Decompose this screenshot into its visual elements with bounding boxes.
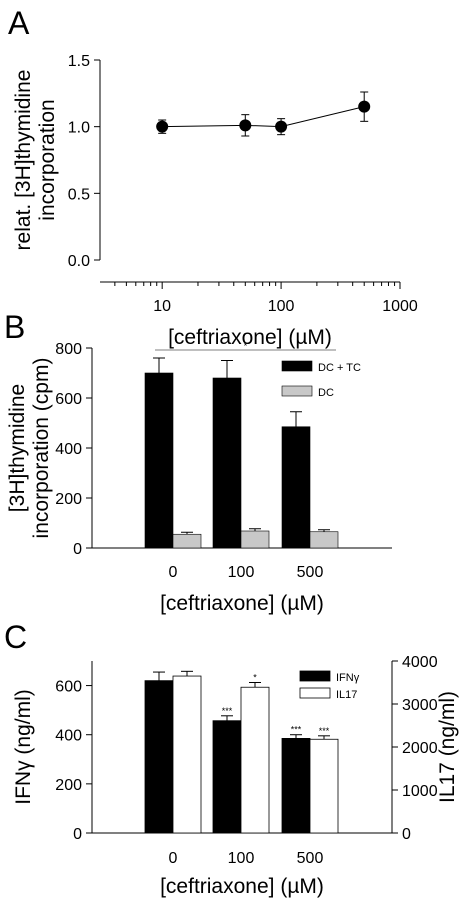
- c-y2-tick-label: 0: [402, 826, 411, 843]
- c-significance-label: ***: [319, 726, 330, 736]
- b-bar-dc: [309, 531, 339, 549]
- a-x-tick-label: 1000: [382, 298, 418, 315]
- b-y-axis-label: [3H]thymidineincorporation (cpm): [6, 358, 53, 539]
- b-y-tick-label: 600: [55, 391, 82, 408]
- b-y-axis-label-line: incorporation (cpm): [30, 358, 53, 539]
- b-x-axis-label: [ceftriaxone] (µM): [160, 592, 324, 615]
- panel-label-a: A: [8, 5, 30, 41]
- c-y2-axis-label: IL17 (ng/ml): [436, 691, 459, 803]
- c-x-tick-label: 100: [228, 850, 255, 867]
- b-y-tick-label: 0: [73, 541, 82, 558]
- a-series-line: [162, 106, 365, 128]
- a-y-axis-label: relat. [3H]thymidineincorporation: [12, 70, 59, 251]
- c-bar-il17: [172, 675, 202, 834]
- b-bar-dc-tc: [281, 426, 311, 549]
- a-y-tick-label: 1.5: [68, 53, 90, 70]
- a-x-tick-label: 10: [153, 298, 171, 315]
- c-x-tick-label: 0: [169, 850, 178, 867]
- c-bar-ifng: [281, 738, 311, 834]
- c-y2-tick-label: 4000: [402, 654, 438, 671]
- b-bar-dc-tc: [144, 372, 174, 549]
- a-y-axis-label-line: relat. [3H]thymidine: [12, 70, 35, 251]
- c-y-tick-label: 200: [55, 777, 82, 794]
- b-y-tick-label: 400: [55, 441, 82, 458]
- c-bar-ifng: [144, 680, 174, 834]
- b-y-tick-label: 200: [55, 491, 82, 508]
- c-y-tick-label: 400: [55, 728, 82, 745]
- b-legend-swatch: [281, 385, 313, 397]
- a-data-point: [239, 119, 252, 132]
- b-bar-dc: [240, 530, 270, 549]
- c-legend-swatch: [299, 670, 331, 682]
- c-legend-label: IFNγ: [336, 672, 360, 684]
- a-data-point: [358, 100, 371, 113]
- a-x-tick-label: 100: [268, 298, 295, 315]
- panel-label-b: B: [4, 309, 25, 345]
- b-x-tick-label: 0: [169, 564, 178, 581]
- c-y2-tick-label: 2000: [402, 740, 438, 757]
- a-y-axis-label-line: incorporation: [36, 99, 59, 220]
- a-x-axis-label: [ceftriaxone] (µM): [168, 326, 332, 349]
- b-legend-label: DC + TC: [318, 362, 361, 374]
- b-legend-swatch: [281, 360, 313, 372]
- c-legend-label: IL17: [336, 689, 357, 701]
- c-significance-label: ***: [222, 706, 233, 716]
- a-y-tick-label: 0.0: [68, 253, 90, 270]
- b-y-tick-label: 800: [55, 341, 82, 358]
- b-x-tick-label: 500: [297, 564, 324, 581]
- b-y-axis-label-line: [3H]thymidine: [6, 384, 29, 512]
- a-y-tick-label: 0.5: [68, 186, 90, 203]
- c-x-tick-label: 500: [297, 850, 324, 867]
- c-legend-swatch: [299, 687, 331, 699]
- a-y-tick-label: 1.0: [68, 120, 90, 137]
- c-significance-label: *: [253, 673, 257, 683]
- c-y-tick-label: 600: [55, 679, 82, 696]
- c-bar-il17: [309, 738, 339, 834]
- b-legend-label: DC: [318, 387, 334, 399]
- c-x-axis-label: [ceftriaxone] (µM): [160, 875, 324, 898]
- c-y2-tick-label: 3000: [402, 697, 438, 714]
- panel-label-c: C: [4, 619, 27, 655]
- c-y-tick-label: 0: [73, 826, 82, 843]
- c-bar-il17: [240, 686, 270, 834]
- a-data-point: [275, 120, 288, 133]
- c-significance-label: ***: [291, 725, 302, 735]
- c-y2-tick-label: 1000: [402, 783, 438, 800]
- b-bar-dc-tc: [212, 377, 242, 549]
- b-bar-dc: [172, 533, 202, 549]
- b-significance-label: *: [244, 341, 248, 351]
- c-bar-ifng: [212, 720, 242, 834]
- a-data-point: [156, 120, 169, 133]
- c-y-axis-label: IFNγ (ng/ml): [12, 689, 35, 805]
- b-x-tick-label: 100: [228, 564, 255, 581]
